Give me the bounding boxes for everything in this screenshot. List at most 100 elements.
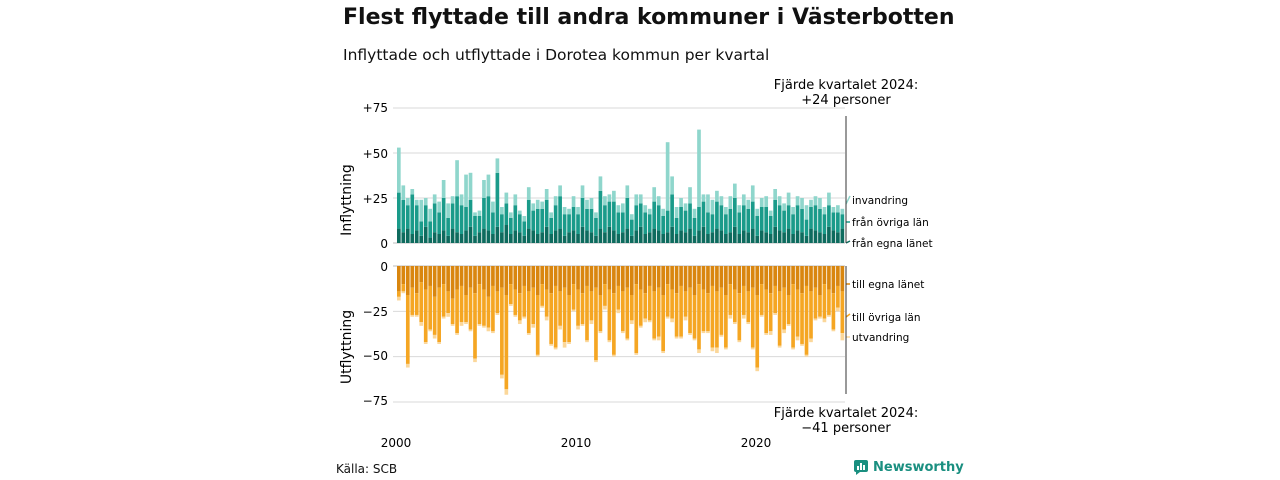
inflow-bar-1	[603, 205, 607, 233]
outflow-bar-2	[768, 331, 773, 335]
inflow-bar-1	[522, 221, 527, 236]
outflow-bar-1	[831, 293, 836, 330]
outflow-bar-2	[701, 331, 706, 334]
outflow-bar-1	[715, 291, 719, 348]
inflow-bar-2	[473, 212, 477, 216]
inflow-bar-0	[423, 226, 428, 243]
outflow-bar-2	[594, 360, 598, 363]
inflow-bar-2	[571, 196, 576, 207]
inflow-bar-0	[410, 234, 415, 243]
outflow-bar-0	[840, 266, 845, 292]
outflow-bar-1	[665, 284, 670, 317]
outflow-bar-1	[517, 293, 522, 321]
inflow-bar-2	[777, 196, 782, 206]
inflow-bar-1	[737, 212, 742, 234]
outflow-bar-1	[746, 291, 751, 323]
inflow-bar-1	[410, 194, 415, 234]
outflow-bar-1	[647, 285, 652, 321]
outflow-bar-1	[585, 285, 589, 341]
inflow-bar-2	[446, 203, 450, 218]
inflow-bar-0	[477, 232, 482, 243]
inflow-bar-0	[683, 232, 688, 243]
inflow-bar-0	[768, 234, 773, 243]
outflow-bar-0	[768, 266, 773, 294]
inflow-bar-1	[616, 212, 621, 234]
outflow-bar-0	[540, 266, 545, 285]
outflow-bar-2	[585, 340, 589, 343]
inflow-bar-1	[625, 198, 630, 229]
outflow-bar-1	[446, 291, 450, 314]
inflow-bar-1	[621, 212, 625, 233]
inflow-bar-1	[701, 201, 706, 227]
outflow-bar-2	[397, 296, 401, 301]
outflow-bar-1	[737, 293, 742, 341]
inflow-bar-0	[750, 228, 755, 243]
outflow-bar-0	[800, 266, 804, 294]
inflow-bar-2	[836, 205, 840, 213]
outflow-bar-1	[437, 287, 441, 343]
outflow-bar-0	[759, 266, 764, 285]
inflow-bar-1	[468, 199, 473, 227]
inflow-bar-0	[419, 235, 424, 243]
inflow-bar-1	[553, 205, 558, 231]
outflow-bar-1	[634, 284, 639, 354]
outflow-bar-0	[544, 266, 549, 290]
outflow-bar-0	[437, 266, 441, 288]
inflow-bar-2	[643, 205, 648, 213]
inflow-bar-1	[733, 198, 737, 227]
outflow-bar-2	[791, 347, 795, 350]
outflow-bar-2	[647, 320, 652, 323]
inflow-bar-1	[589, 208, 594, 233]
inflow-bar-2	[625, 185, 630, 198]
inflow-bar-2	[719, 196, 724, 206]
inflow-bar-1	[777, 205, 782, 231]
outflow-bar-0	[576, 266, 580, 290]
inflow-bar-1	[706, 212, 710, 234]
outflow-bar-1	[580, 293, 585, 325]
inflow-bar-0	[647, 232, 652, 243]
inflow-bar-0	[786, 228, 791, 243]
inflow-bar-2	[661, 208, 665, 216]
outflow-bar-1	[397, 291, 401, 297]
inflow-bar-0	[603, 232, 607, 243]
inflow-bar-2	[795, 196, 800, 206]
inflow-bar-0	[562, 235, 567, 243]
inflow-bar-1	[531, 210, 536, 231]
inflow-bar-0	[804, 235, 809, 243]
inflow-bar-1	[491, 212, 495, 234]
series-label: från övriga län	[852, 216, 929, 229]
outflow-bar-2	[629, 320, 634, 325]
inflow-bar-0	[836, 232, 840, 243]
inflow-bar-2	[401, 185, 406, 200]
inflow-bar-1	[791, 214, 795, 234]
inflow-bar-1	[576, 214, 580, 234]
inflow-bar-1	[517, 214, 522, 233]
inflow-bar-0	[809, 228, 813, 243]
outflow-bar-2	[428, 329, 433, 332]
inflow-bar-0	[495, 226, 500, 243]
outflow-bar-1	[773, 285, 777, 314]
outflow-bar-0	[750, 266, 755, 288]
y-tick-label: −50	[363, 349, 388, 363]
outflow-bar-1	[567, 295, 571, 343]
inflow-bar-2	[728, 196, 733, 209]
outflow-bar-0	[733, 266, 737, 290]
inflow-bar-2	[706, 194, 710, 213]
outflow-bar-1	[500, 287, 504, 375]
inflow-bar-2	[562, 207, 567, 215]
grid-layer	[393, 107, 845, 403]
inflow-bar-0	[634, 230, 639, 243]
outflow-bar-1	[459, 285, 464, 323]
outflow-bar-0	[638, 266, 643, 290]
inflow-bar-1	[741, 205, 746, 231]
inflow-bar-1	[464, 207, 468, 231]
outflow-bar-0	[500, 266, 504, 288]
inflow-bar-2	[441, 180, 446, 198]
outflow-bar-0	[773, 266, 777, 286]
inflow-bar-2	[437, 201, 441, 213]
inflow-bar-2	[509, 212, 513, 218]
outflow-bar-0	[571, 266, 576, 285]
outflow-bar-1	[840, 291, 845, 334]
outflow-bar-2	[804, 354, 809, 357]
outflow-bar-2	[468, 329, 473, 332]
